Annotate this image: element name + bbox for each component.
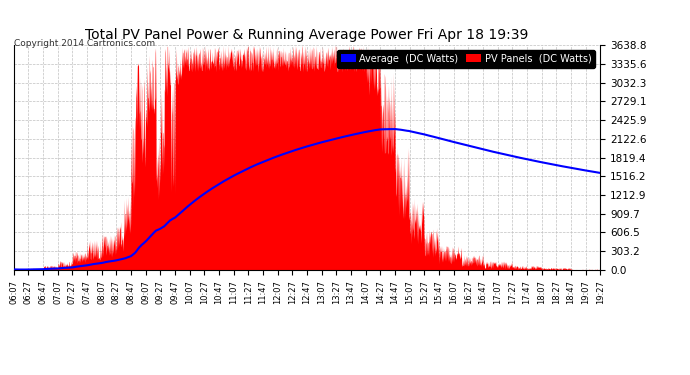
Title: Total PV Panel Power & Running Average Power Fri Apr 18 19:39: Total PV Panel Power & Running Average P… [86,28,529,42]
Legend: Average  (DC Watts), PV Panels  (DC Watts): Average (DC Watts), PV Panels (DC Watts) [337,50,595,68]
Text: Copyright 2014 Cartronics.com: Copyright 2014 Cartronics.com [14,39,155,48]
